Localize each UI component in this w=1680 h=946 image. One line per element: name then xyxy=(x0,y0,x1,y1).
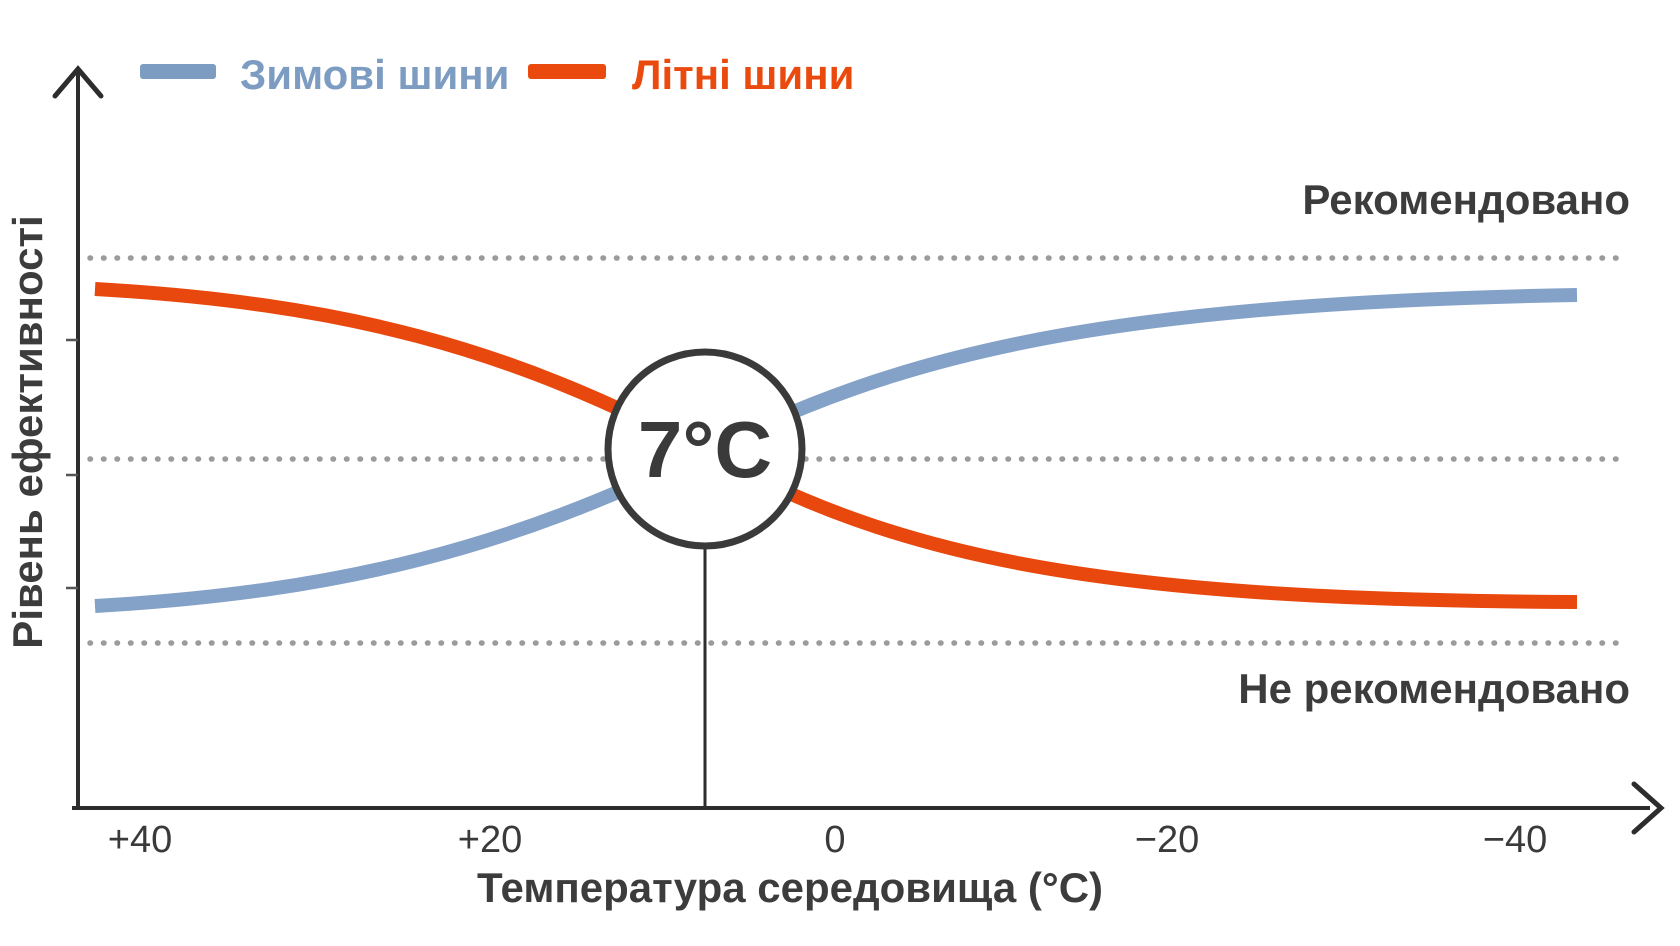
y-axis-arrow-icon xyxy=(52,65,104,99)
x-tick-label: −20 xyxy=(1135,819,1199,861)
winter-tires-curve xyxy=(94,288,1578,613)
winter-legend-swatch xyxy=(140,64,216,79)
summer-legend-swatch xyxy=(528,64,606,79)
x-axis-tick-labels: +40 +20 0 −20 −40 xyxy=(108,819,1547,861)
y-axis-title: Рівень ефективності xyxy=(4,215,51,648)
summer-tires-curve xyxy=(94,282,1578,609)
winter-legend-label: Зимові шини xyxy=(240,51,509,98)
x-tick-label: −40 xyxy=(1483,819,1547,861)
y-axis-ticks xyxy=(66,338,78,590)
x-axis-title: Температура середовища (°C) xyxy=(477,864,1103,911)
not-recommended-zone-label: Не рекомендовано xyxy=(1238,665,1630,712)
x-tick-label: +40 xyxy=(108,819,172,861)
dotted-reference-lines xyxy=(87,255,1631,646)
crossover-circle xyxy=(604,348,806,550)
x-axis-arrow-icon xyxy=(1631,781,1665,835)
legend: Зимові шини Літні шини xyxy=(140,51,854,98)
x-tick-label: 0 xyxy=(824,819,845,861)
x-tick-label: +20 xyxy=(458,819,522,861)
summer-legend-label: Літні шини xyxy=(632,51,854,98)
recommended-zone-label: Рекомендовано xyxy=(1302,176,1630,223)
crossover-temperature-label: 7°C xyxy=(638,405,772,494)
